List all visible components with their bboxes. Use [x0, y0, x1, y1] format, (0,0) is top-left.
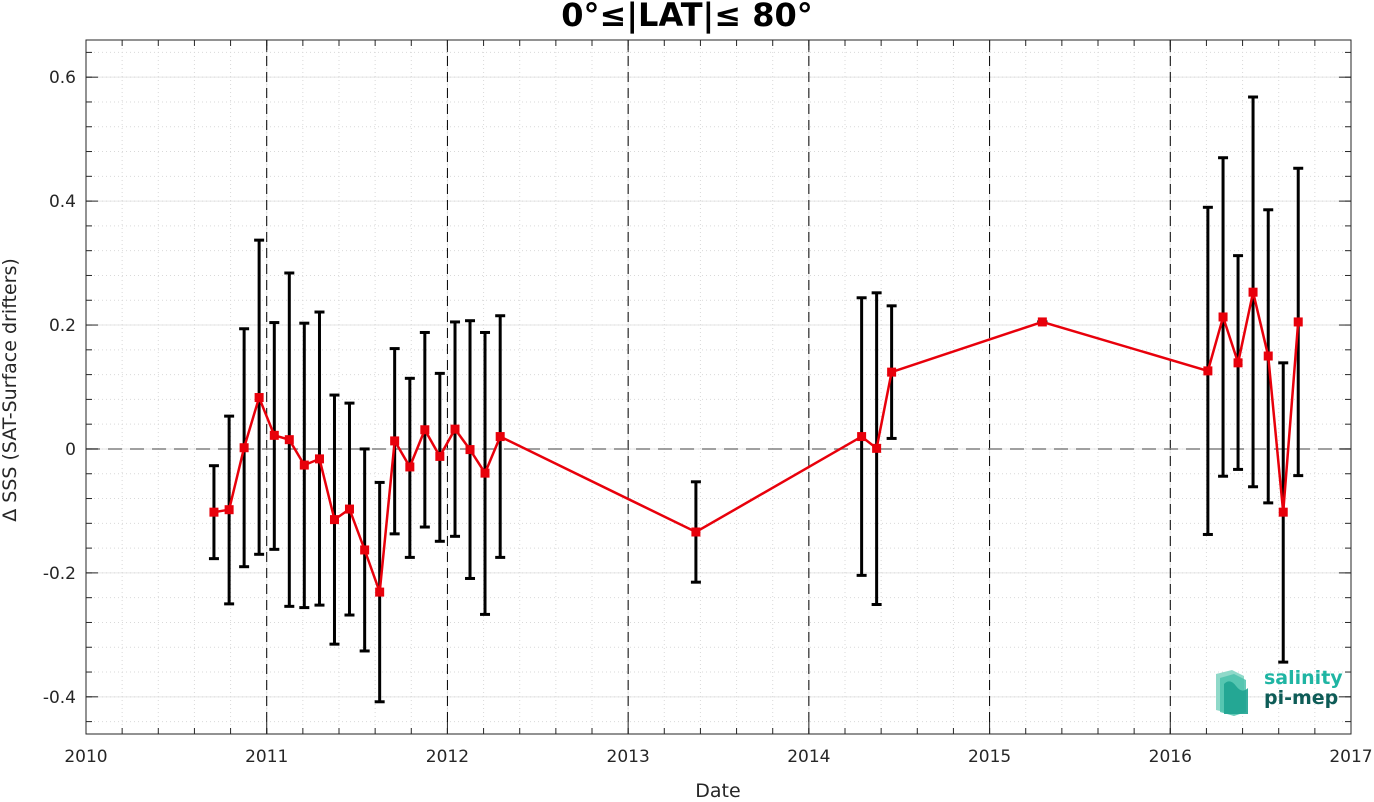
chart-title: 0°≤|LAT|≤ 80°: [561, 0, 813, 34]
logo-line2: pi-mep: [1264, 687, 1339, 709]
data-point-marker: [420, 425, 430, 435]
data-point-marker: [375, 587, 385, 597]
data-point-marker: [360, 545, 370, 555]
data-point-marker: [209, 507, 219, 517]
y-tick-label: -0.2: [43, 564, 76, 584]
x-tick-label: 2013: [607, 747, 650, 767]
logo-text: salinity pi-mep: [1264, 668, 1343, 708]
year-line-layer: [266, 40, 1171, 734]
data-point-marker: [465, 445, 475, 455]
logo-line1: salinity: [1264, 667, 1343, 689]
data-point-marker: [480, 468, 490, 478]
data-point-marker: [450, 424, 460, 434]
y-axis-label: Δ SSS (SAT-Surface drifters): [0, 258, 21, 522]
data-point-marker: [239, 443, 249, 453]
x-tick-label: 2015: [968, 747, 1011, 767]
data-point-marker: [1037, 317, 1047, 327]
data-point-marker: [872, 443, 882, 453]
salinity-pi-mep-logo-icon: [1216, 670, 1248, 716]
data-point-marker: [1203, 366, 1213, 376]
data-point-marker: [1278, 507, 1288, 517]
data-point-marker: [1248, 287, 1258, 297]
x-axis-label: Date: [695, 780, 741, 802]
data-point-marker: [299, 460, 309, 470]
x-tick-label: 2016: [1149, 747, 1192, 767]
x-tick-label: 2011: [245, 747, 288, 767]
data-point-marker: [390, 436, 400, 446]
data-point-marker: [269, 430, 279, 440]
data-point-marker: [691, 527, 701, 537]
y-tick-label: 0.6: [49, 68, 76, 88]
x-tick-label: 2012: [426, 747, 469, 767]
data-point-marker: [435, 451, 445, 461]
axes-box: [85, 39, 1352, 735]
data-point-marker: [224, 505, 234, 515]
data-point-marker: [1263, 351, 1273, 361]
x-tick-label: 2010: [64, 747, 107, 767]
data-point-marker: [887, 367, 897, 377]
data-point-marker: [405, 462, 415, 472]
data-point-marker: [254, 393, 264, 403]
data-point-marker: [314, 454, 324, 464]
x-tick-label: 2017: [1329, 747, 1372, 767]
y-tick-label: 0.2: [49, 316, 76, 336]
axes-layer: [85, 39, 1352, 735]
error-bar-layer: [208, 95, 1304, 704]
data-point-marker: [857, 432, 867, 442]
data-point-marker: [344, 504, 354, 514]
data-point-marker: [284, 435, 294, 445]
tick-label-layer: 2010 2011 2012 2013 2014 2015 2016 2017 -0.4 -0.2…: [43, 68, 1373, 767]
series-line-layer: [213, 291, 1300, 593]
series-line: [213, 291, 1300, 593]
data-point-marker: [1218, 312, 1228, 322]
data-point-marker: [1233, 358, 1243, 368]
data-point-marker: [329, 515, 339, 525]
y-tick-label: 0: [65, 440, 76, 460]
data-point-marker: [495, 432, 505, 442]
y-tick-label: 0.4: [49, 192, 76, 212]
x-tick-label: 2014: [787, 747, 830, 767]
data-point-marker: [1293, 317, 1303, 327]
y-tick-label: -0.4: [43, 688, 76, 708]
marker-layer: [209, 287, 1303, 597]
